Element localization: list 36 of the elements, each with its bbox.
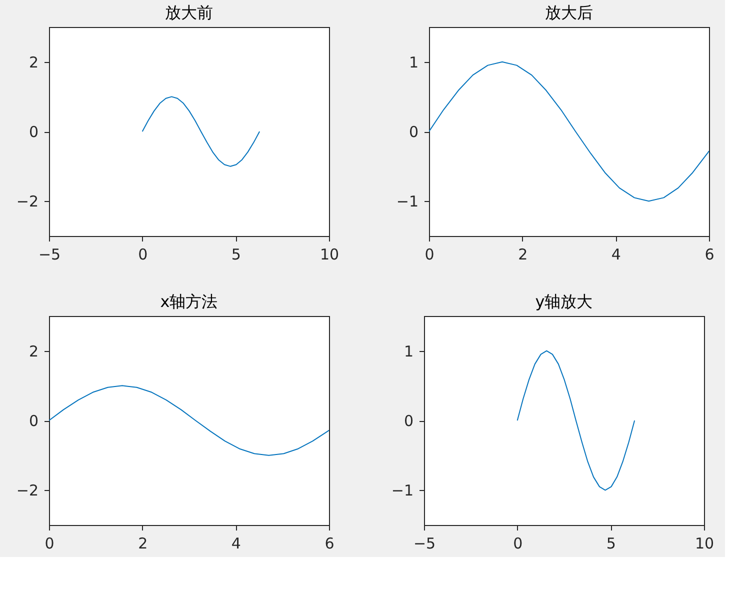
x-tick-label: 10 xyxy=(694,534,714,552)
x-tick-label: 2 xyxy=(138,534,148,552)
chart-title: x轴方法 xyxy=(160,292,218,311)
y-tick-label: 2 xyxy=(28,342,38,360)
y-tick-label: 1 xyxy=(404,342,414,360)
x-tick-label: 0 xyxy=(424,246,434,264)
chart-title: 放大后 xyxy=(545,3,593,22)
line-series xyxy=(142,96,260,167)
chart-title: y轴放大 xyxy=(535,292,593,311)
y-tick-label: −2 xyxy=(16,482,38,500)
line-series xyxy=(516,350,636,491)
x-tick-label: −5 xyxy=(38,246,61,264)
y-tick-label: 0 xyxy=(28,123,38,141)
y-tick-label: 0 xyxy=(408,123,418,141)
line-series xyxy=(49,385,329,456)
x-tick-label: 0 xyxy=(44,534,54,552)
y-tick-label: 0 xyxy=(404,412,414,430)
x-tick-label: 0 xyxy=(513,534,523,552)
x-tick-label: 4 xyxy=(231,534,241,552)
x-tick-label: 5 xyxy=(606,534,616,552)
x-tick-label: 5 xyxy=(231,246,241,264)
y-tick-label: −2 xyxy=(16,192,38,211)
y-tick-label: 0 xyxy=(28,412,38,430)
x-tick-label: 0 xyxy=(138,246,148,264)
y-tick-label: 2 xyxy=(28,53,38,72)
chart-title: 放大前 xyxy=(165,3,213,22)
x-tick-label: 4 xyxy=(611,246,621,264)
x-tick-label: 6 xyxy=(324,534,334,552)
x-tick-label: 10 xyxy=(320,246,340,264)
line-series xyxy=(429,61,709,202)
x-tick-label: 2 xyxy=(518,246,528,264)
y-tick-label: −1 xyxy=(396,192,418,211)
y-tick-label: 1 xyxy=(408,53,418,72)
x-tick-label: 6 xyxy=(704,246,714,264)
x-tick-label: −5 xyxy=(413,534,436,552)
y-tick-label: −1 xyxy=(391,482,414,500)
